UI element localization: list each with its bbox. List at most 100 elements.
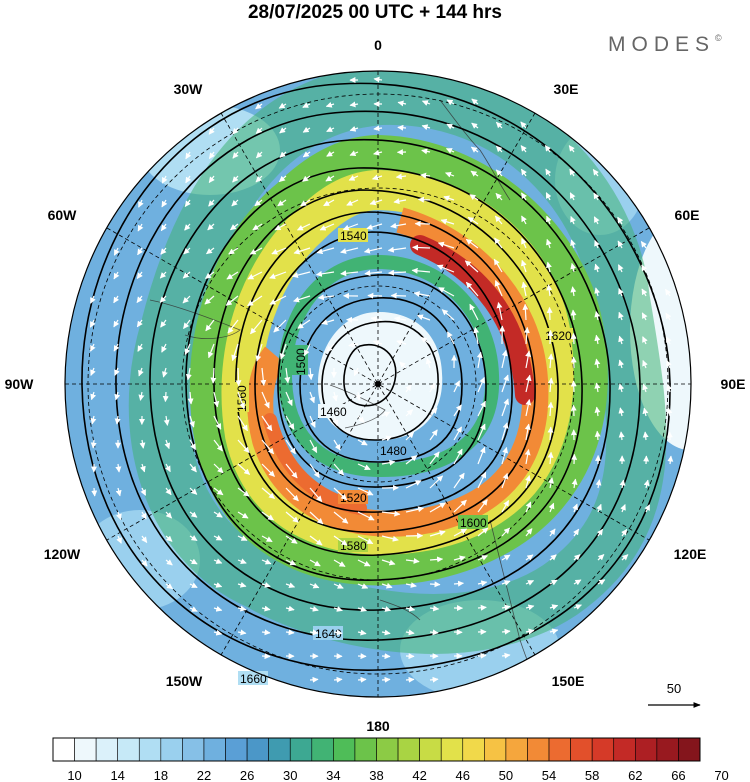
wind-arrow bbox=[237, 415, 249, 432]
wind-arrow bbox=[381, 559, 396, 566]
wind-arrow bbox=[617, 240, 624, 249]
wind-arrow bbox=[165, 511, 173, 519]
wind-arrow bbox=[465, 238, 479, 249]
lon-label-150e: 150E bbox=[552, 673, 585, 689]
wind-arrow bbox=[642, 407, 649, 417]
wind-arrow bbox=[494, 237, 503, 249]
wind-arrow bbox=[525, 628, 535, 635]
wind-arrow bbox=[641, 288, 648, 297]
colorbar-tick-label: 30 bbox=[283, 768, 297, 782]
wind-arrow bbox=[228, 247, 239, 255]
colorbar-cell bbox=[182, 737, 205, 762]
wind-arrow bbox=[271, 247, 287, 255]
wind-arrow bbox=[141, 559, 148, 567]
wind-arrow bbox=[250, 319, 263, 335]
wind-arrow bbox=[113, 247, 120, 256]
wind-arrow bbox=[309, 559, 321, 567]
wind-arrow bbox=[642, 359, 648, 369]
wind-arrow bbox=[429, 605, 440, 612]
wind-arrow bbox=[369, 199, 383, 206]
wind-arrow bbox=[596, 503, 602, 513]
wind-arrow bbox=[470, 170, 479, 177]
wind-arrow bbox=[381, 435, 393, 442]
wind-arrow bbox=[397, 100, 407, 107]
wind-arrow bbox=[90, 439, 97, 449]
wind-arrow bbox=[494, 215, 503, 225]
wind-arrow bbox=[443, 195, 455, 202]
wind-arrow bbox=[141, 535, 148, 543]
wind-arrow bbox=[573, 554, 581, 561]
wind-arrow bbox=[501, 554, 511, 561]
contour-label-1460: 1460 bbox=[320, 405, 347, 419]
brand-name: MODES bbox=[608, 33, 716, 56]
latitude-circle-inner bbox=[279, 285, 477, 483]
colorbar-cell bbox=[505, 737, 528, 762]
wind-arrow bbox=[594, 334, 601, 345]
wind-arrow bbox=[593, 192, 600, 201]
wind-arrow bbox=[521, 281, 528, 297]
wind-arrow bbox=[116, 511, 122, 521]
colorbar-tick-label: 10 bbox=[67, 768, 81, 782]
wind-arrow bbox=[547, 401, 554, 417]
wind-arrow bbox=[501, 374, 509, 393]
wind-arrow bbox=[405, 629, 415, 636]
colorbar-tick-labels: 10 14 18 22 26 30 34 38 42 46 50 54 58 62 66 70 bbox=[67, 768, 728, 782]
colorbar-cell bbox=[397, 737, 420, 762]
wind-arrow bbox=[381, 510, 401, 517]
wind-arrow bbox=[665, 312, 672, 321]
wind-arrow bbox=[309, 629, 319, 636]
wind-arrow bbox=[91, 487, 98, 497]
wind-arrow bbox=[309, 439, 318, 454]
wind-arrow bbox=[642, 383, 649, 393]
wind-arrow bbox=[436, 264, 455, 273]
wind-arrow bbox=[421, 124, 431, 131]
wind-arrow bbox=[429, 629, 439, 636]
contour-label-1600: 1600 bbox=[460, 516, 487, 530]
colorbar-cell bbox=[678, 737, 701, 762]
wind-arrow bbox=[137, 247, 144, 256]
wind-arrow bbox=[571, 478, 578, 489]
wind-arrow bbox=[453, 448, 463, 465]
colorbar-tick-label: 70 bbox=[714, 768, 728, 782]
wind-arrow bbox=[547, 451, 554, 465]
wind-arrow bbox=[405, 605, 416, 612]
wind-arrow bbox=[520, 121, 527, 129]
contour-1620 bbox=[149, 138, 611, 611]
wind-arrow bbox=[297, 319, 311, 329]
wind-arrow bbox=[213, 582, 223, 588]
wind-arrow bbox=[315, 270, 335, 277]
colorbar-cells bbox=[52, 737, 701, 762]
wind-arrow bbox=[666, 407, 673, 417]
wind-arrow bbox=[521, 237, 527, 249]
wind-arrow bbox=[261, 582, 271, 588]
wind-arrow bbox=[621, 554, 629, 561]
wind-arrow bbox=[208, 151, 215, 159]
wind-arrow bbox=[524, 449, 531, 465]
wind-arrow bbox=[348, 175, 359, 181]
wind-arrow bbox=[525, 501, 532, 513]
wind-arrow bbox=[525, 528, 533, 537]
lon-label-120e: 120E bbox=[674, 546, 707, 562]
wind-arrow bbox=[546, 306, 553, 321]
wind-arrow bbox=[477, 604, 487, 611]
wind-arrow bbox=[495, 169, 503, 177]
wind-arrow bbox=[396, 339, 407, 346]
wind-arrow bbox=[237, 629, 247, 636]
wind-arrow bbox=[309, 415, 316, 428]
wind-arrow bbox=[546, 261, 552, 273]
wind-arrow bbox=[469, 303, 479, 321]
wind-arrow bbox=[420, 336, 431, 345]
wind-arrow bbox=[393, 316, 407, 322]
wind-arrow bbox=[161, 175, 168, 184]
wind-arrow bbox=[363, 247, 383, 254]
wind-arrow bbox=[594, 406, 601, 417]
lon-label-30e: 30E bbox=[554, 81, 579, 97]
wind-arrow bbox=[340, 270, 359, 277]
colorbar-cell bbox=[289, 737, 313, 762]
wind-arrow bbox=[355, 391, 362, 401]
wind-arrow bbox=[549, 554, 557, 561]
wind-arrow bbox=[357, 487, 374, 496]
wind-arrow bbox=[89, 319, 96, 328]
wind-arrow bbox=[417, 196, 431, 203]
wind-arrow bbox=[348, 341, 359, 348]
